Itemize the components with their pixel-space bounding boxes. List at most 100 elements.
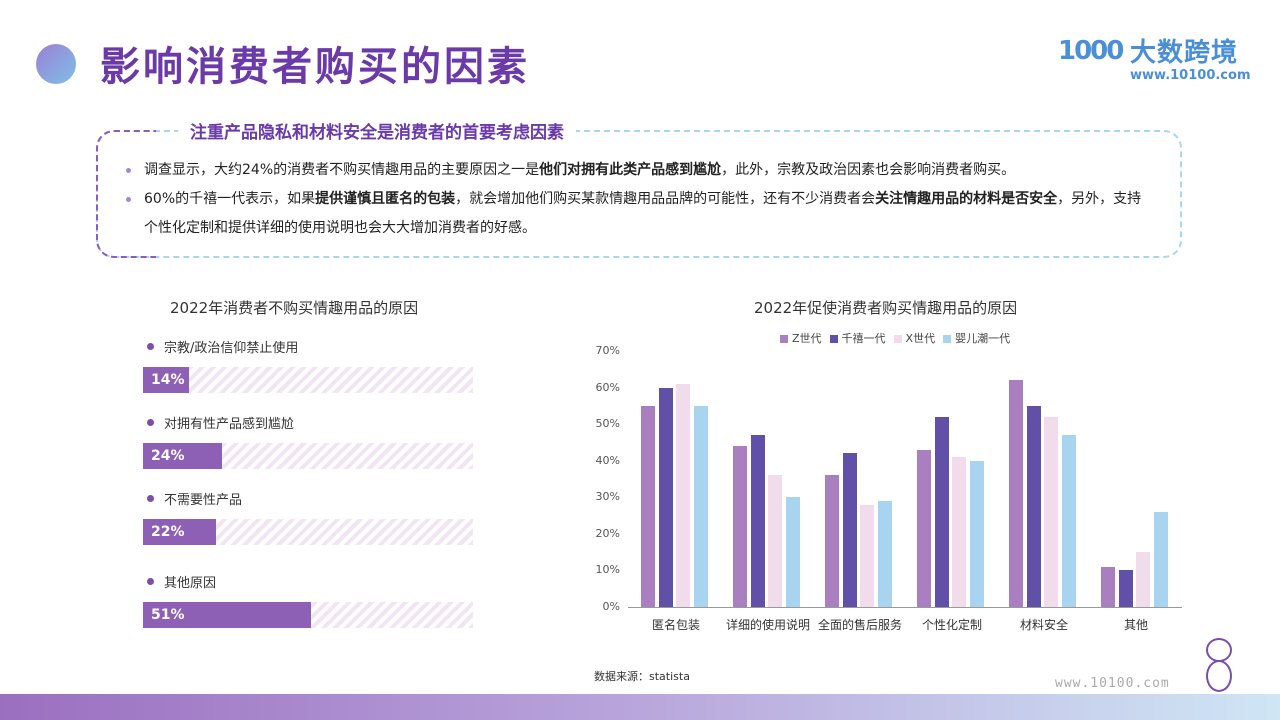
chart-bar [658,387,673,607]
y-tick-label: 60% [595,380,620,394]
y-tick-label: 30% [595,490,620,504]
chart-bar [733,446,747,607]
brand-logo: 1000 大数跨境 www.10100.com [1058,30,1258,90]
y-tick-label: 50% [595,417,620,431]
legend-item: 婴儿潮一代 [943,330,1010,346]
chart-bar [860,504,874,607]
callout-accent-border [96,130,156,258]
chart-legend: Z世代 千禧一代 X世代 婴儿潮一代 [780,330,1010,346]
reason-bar-fill: 22% [143,519,216,545]
legend-item: 千禧一代 [829,330,886,346]
reason-item: 对拥有性产品感到尴尬 24% [143,413,473,469]
legend-item: Z世代 [780,330,822,346]
callout-bullet: 调查显示，大约24%的消费者不购买情趣用品的主要原因之一是他们对拥有此类产品感到… [124,156,1154,185]
x-tick-label: 详细的使用说明 [725,618,810,632]
chart-bar [1009,380,1023,607]
chart-bar [1118,570,1133,607]
legend-swatch [893,335,902,343]
reason-item: 宗教/政治信仰禁止使用 14% [143,337,473,393]
callout-title: 注重产品隐私和材料安全是消费者的首要考虑因素 [178,118,576,143]
callout-bullets: 调查显示，大约24%的消费者不购买情趣用品的主要原因之一是他们对拥有此类产品感到… [124,156,1154,243]
bullet-emphasis: 关注情趣用品的材料是否安全 [875,191,1058,207]
legend-swatch [829,335,838,343]
chart-bar [917,449,931,607]
left-chart-title: 2022年消费者不购买情趣用品的原因 [170,299,419,317]
legend-swatch [943,335,952,343]
footer-url: www.10100.com [1055,676,1170,691]
chart-bar [1101,566,1115,607]
x-tick-label: 全面的售后服务 [817,618,902,632]
chart-bar [1153,511,1168,607]
logo-url: www.10100.com [1130,68,1251,83]
grouped-bar-chart: 0% 10% 20% 30% 40% 50% 60% 70% 匿名包装 详细的使用说明 全面的售后服… [586,340,1186,640]
legend-item: X世代 [893,330,936,346]
bullet-emphasis: 他们对拥有此类产品感到尴尬 [539,162,722,178]
reason-bar-fill: 51% [143,602,312,628]
logo-mark-icon: 1000 [1058,36,1124,66]
legend-label: 婴儿潮一代 [955,332,1011,345]
reason-text: 其他原因 [164,575,217,591]
title-decoration-circle [36,44,76,84]
chart-bar [1061,435,1076,607]
x-axis-line [628,607,1182,608]
chart-bar [1026,405,1041,607]
right-chart-title: 2022年促使消费者购买情趣用品的原因 [754,299,1018,317]
bullet-dot-icon [147,494,154,502]
chart-bar [969,460,984,607]
chart-bar [877,500,892,607]
bullet-text: 60%的千禧一代表示，如果 [144,191,316,207]
chart-bar [693,405,708,607]
legend-label: Z世代 [792,332,822,345]
reason-bar-track: 51% [143,602,473,628]
x-tick-label: 材料安全 [1019,618,1068,632]
reason-text: 宗教/政治信仰禁止使用 [164,340,299,356]
reason-bar-fill: 24% [143,443,223,469]
bullet-text: 调查显示，大约24%的消费者不购买情趣用品的主要原因之一是 [144,162,540,178]
reason-label: 宗教/政治信仰禁止使用 [143,337,473,356]
bullet-dot-icon [147,418,154,426]
bullet-dot-icon [147,342,154,350]
reason-item: 不需要性产品 22% [143,489,473,545]
page-mark-icon [1204,638,1234,694]
bullet-dot-icon [147,577,154,585]
bullet-text: ，另外，支持个性化定制和提供详细的使用说明也会大大增加消费者的好感。 [144,191,1142,236]
chart-bar [1136,552,1150,607]
data-source: 数据来源：statista [594,670,690,683]
chart-bar [1044,416,1058,607]
reason-label: 不需要性产品 [143,489,473,508]
chart-bar [952,457,966,607]
bullet-emphasis: 提供谨慎且匿名的包装 [315,191,456,207]
chart-bar [785,497,800,607]
y-tick-label: 40% [595,453,620,467]
reason-bar-track: 14% [143,367,473,393]
reason-item: 其他原因 51% [143,572,473,628]
x-tick-label: 匿名包装 [651,618,700,632]
legend-label: 千禧一代 [841,332,886,345]
reason-bar-track: 24% [143,443,473,469]
x-tick-label: 个性化定制 [921,618,982,632]
y-tick-label: 10% [595,563,620,577]
x-tick-label: 其他 [1123,618,1148,632]
y-tick-label: 0% [602,600,620,613]
page-title: 影响消费者购买的因素 [100,44,530,90]
chart-bar [641,405,655,607]
chart-bar [934,416,949,607]
logo-name: 大数跨境 [1130,38,1239,68]
bullet-text: ，此外，宗教及政治因素也会影响消费者购买。 [721,162,1016,178]
reason-bar-track: 22% [143,519,473,545]
chart-bar [750,435,765,607]
footer-gradient-bar [0,694,1280,720]
chart-bar [676,383,690,607]
callout-bullet: 60%的千禧一代表示，如果提供谨慎且匿名的包装，就会增加他们购买某款情趣用品品牌… [124,185,1154,243]
chart-bar [825,475,839,607]
y-tick-label: 70% [595,344,620,357]
bullet-text: ，就会增加他们购买某款情趣用品品牌的可能性，还有不少消费者会 [455,191,876,207]
reason-text: 不需要性产品 [164,492,243,508]
y-tick-label: 20% [595,526,620,540]
chart-bar [842,453,857,607]
reason-label: 其他原因 [143,572,473,591]
chart-bar [768,475,782,607]
reason-text: 对拥有性产品感到尴尬 [164,416,295,432]
legend-label: X世代 [905,332,936,345]
legend-swatch [780,335,788,343]
